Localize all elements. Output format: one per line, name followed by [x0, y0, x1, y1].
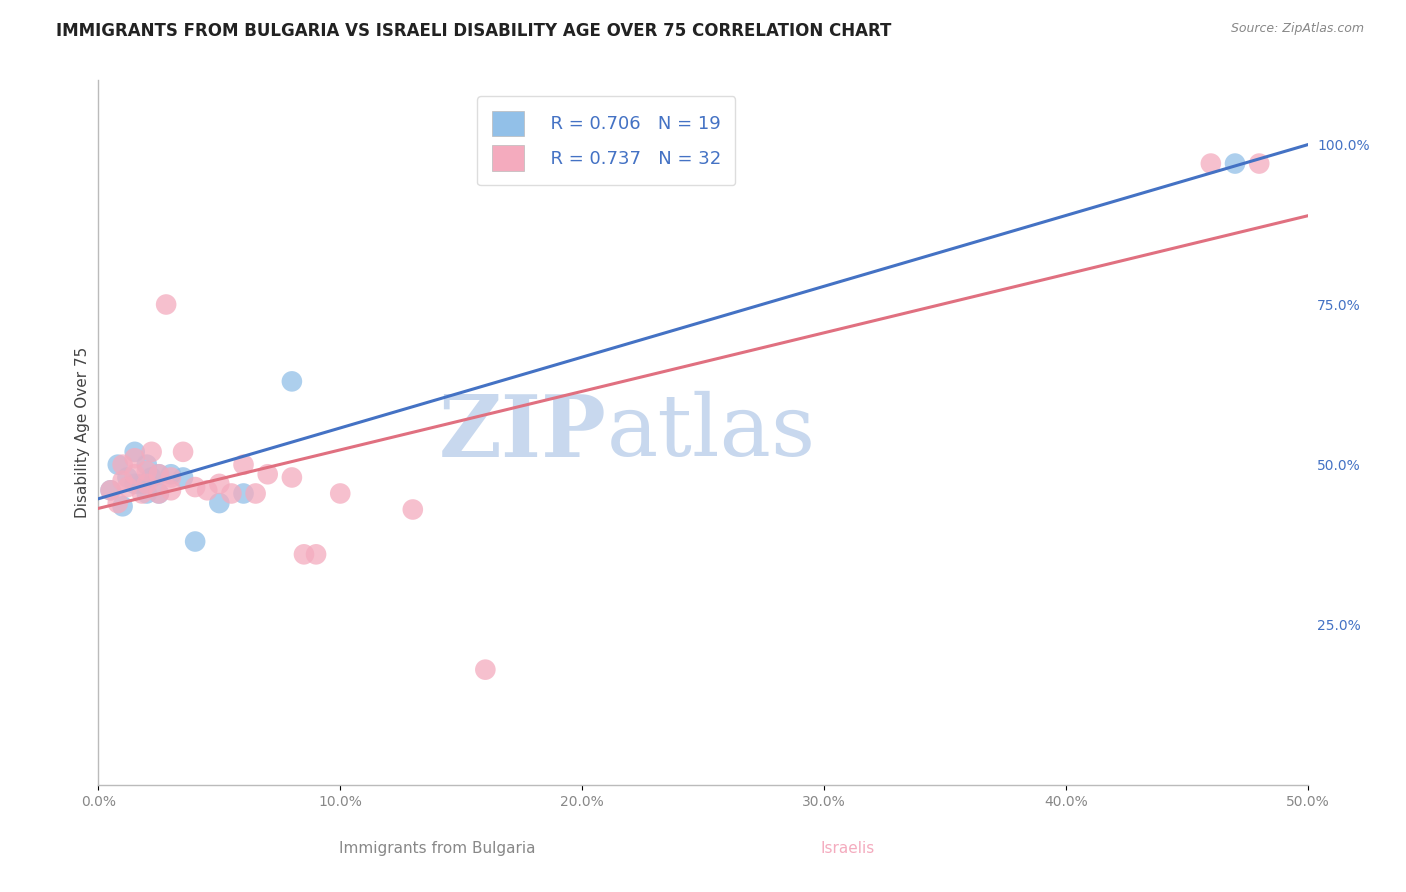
Point — [232, 486, 254, 500]
Point — [135, 476, 157, 491]
Point — [184, 480, 207, 494]
Point — [232, 458, 254, 472]
Point — [172, 445, 194, 459]
Point — [160, 483, 183, 498]
Point — [292, 547, 315, 561]
Point — [172, 470, 194, 484]
Point — [148, 486, 170, 500]
Point — [1249, 156, 1271, 170]
Point — [124, 476, 146, 491]
Point — [281, 375, 304, 389]
Point — [141, 445, 163, 459]
Text: Immigrants from Bulgaria: Immigrants from Bulgaria — [339, 841, 536, 856]
Point — [135, 458, 157, 472]
Point — [184, 534, 207, 549]
Text: Source: ZipAtlas.com: Source: ZipAtlas.com — [1230, 22, 1364, 36]
Point — [160, 467, 183, 482]
Text: atlas: atlas — [606, 391, 815, 475]
Legend:   R = 0.706   N = 19,   R = 0.737   N = 32: R = 0.706 N = 19, R = 0.737 N = 32 — [477, 96, 735, 186]
Point — [195, 483, 218, 498]
Text: Israelis: Israelis — [821, 841, 875, 856]
Text: IMMIGRANTS FROM BULGARIA VS ISRAELI DISABILITY AGE OVER 75 CORRELATION CHART: IMMIGRANTS FROM BULGARIA VS ISRAELI DISA… — [56, 22, 891, 40]
Point — [148, 486, 170, 500]
Point — [148, 467, 170, 482]
Point — [221, 486, 243, 500]
Point — [100, 483, 122, 498]
Point — [141, 470, 163, 484]
Point — [208, 476, 231, 491]
Point — [107, 458, 129, 472]
Point — [111, 474, 134, 488]
Point — [131, 486, 153, 500]
Point — [281, 470, 304, 484]
Text: ZIP: ZIP — [439, 391, 606, 475]
Point — [135, 486, 157, 500]
Point — [1199, 156, 1222, 170]
Point — [117, 480, 139, 494]
Point — [256, 467, 278, 482]
Point — [160, 470, 183, 484]
Point — [107, 496, 129, 510]
Point — [402, 502, 425, 516]
Point — [329, 486, 352, 500]
Point — [148, 467, 170, 482]
Point — [117, 470, 139, 484]
Y-axis label: Disability Age Over 75: Disability Age Over 75 — [75, 347, 90, 518]
Point — [124, 467, 146, 482]
Point — [100, 483, 122, 498]
Point — [131, 476, 153, 491]
Point — [1223, 156, 1246, 170]
Point — [305, 547, 328, 561]
Point — [111, 458, 134, 472]
Point — [124, 445, 146, 459]
Point — [135, 464, 157, 478]
Point — [155, 297, 177, 311]
Point — [208, 496, 231, 510]
Point — [474, 663, 496, 677]
Point — [124, 451, 146, 466]
Point — [111, 500, 134, 514]
Point — [245, 486, 267, 500]
